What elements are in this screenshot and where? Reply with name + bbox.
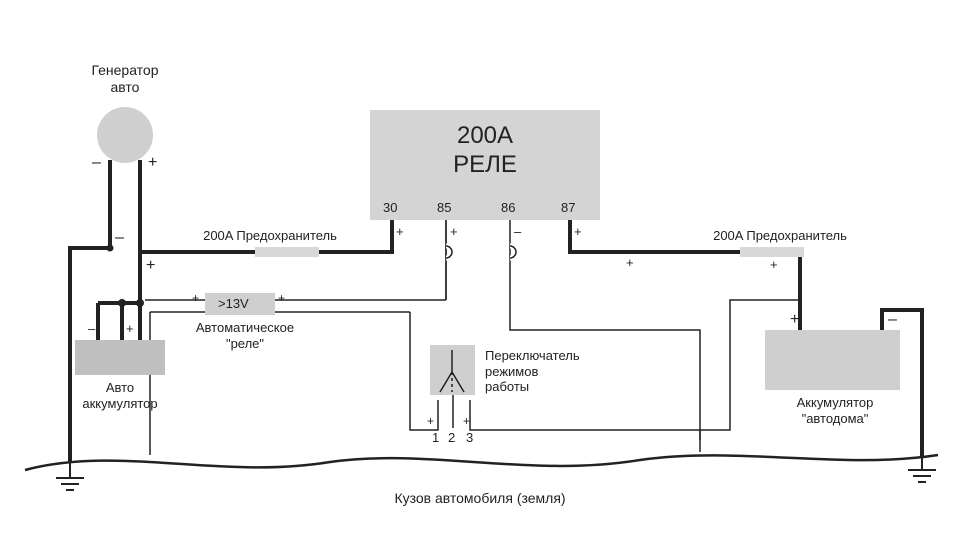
ground-curve bbox=[25, 455, 938, 470]
switch-label: Переключатель режимов работы bbox=[485, 348, 605, 395]
relay-pin-87: 87 bbox=[561, 200, 575, 216]
relay-pin-30: 30 bbox=[383, 200, 397, 216]
auto-relay-label: Автоматическое "реле" bbox=[180, 320, 310, 351]
gen-pos: + bbox=[148, 155, 157, 171]
switch-pin-2: 2 bbox=[448, 430, 455, 446]
house-pos: + bbox=[790, 312, 799, 328]
fuse-left-neg: – bbox=[115, 230, 124, 246]
fuse-left bbox=[255, 247, 319, 257]
relay-title: 200A РЕЛЕ bbox=[370, 122, 600, 180]
fuse-right bbox=[740, 247, 804, 257]
right-line-pos: + bbox=[626, 256, 634, 269]
relay85-pos: + bbox=[450, 225, 458, 238]
switch-pin-3: 3 bbox=[466, 430, 473, 446]
auto-battery-label: Авто аккумулятор bbox=[70, 380, 170, 411]
generator bbox=[97, 107, 153, 163]
ground-label: Кузов автомобиля (земля) bbox=[330, 490, 630, 507]
fuse-left-label: 200A Предохранитель bbox=[170, 228, 370, 244]
fuse-right-label: 200A Предохранитель bbox=[680, 228, 880, 244]
switch-pin-1: 1 bbox=[432, 430, 439, 446]
gen-neg: – bbox=[92, 155, 101, 171]
relay-pin-86: 86 bbox=[501, 200, 515, 216]
sw-pos3: + bbox=[463, 415, 470, 427]
house-battery-label: Аккумулятор "автодома" bbox=[775, 395, 895, 426]
autorel-l-neg: – bbox=[192, 305, 199, 317]
sw-pos1: + bbox=[427, 415, 434, 427]
auto-battery bbox=[75, 340, 165, 375]
house-pos2: + bbox=[770, 258, 778, 271]
generator-label: Генератор авто bbox=[85, 62, 165, 96]
auto-relay-v: >13V bbox=[218, 296, 249, 312]
autorel-l-pos: + bbox=[192, 292, 199, 304]
autobat-neg: – bbox=[88, 322, 95, 335]
relay30-pos: + bbox=[396, 225, 404, 238]
relay86-neg: – bbox=[514, 225, 521, 238]
autorel-r-neg: – bbox=[278, 305, 285, 317]
relay-pin-85: 85 bbox=[437, 200, 451, 216]
autobat-pos: + bbox=[126, 322, 134, 335]
autorel-r-pos: + bbox=[278, 292, 285, 304]
house-battery bbox=[765, 330, 900, 390]
fuse-left-pos: + bbox=[146, 258, 155, 274]
ground-symbol-right bbox=[908, 457, 936, 482]
relay87-pos: + bbox=[574, 225, 582, 238]
house-neg: – bbox=[888, 312, 897, 328]
ground-symbol-left bbox=[56, 463, 84, 490]
